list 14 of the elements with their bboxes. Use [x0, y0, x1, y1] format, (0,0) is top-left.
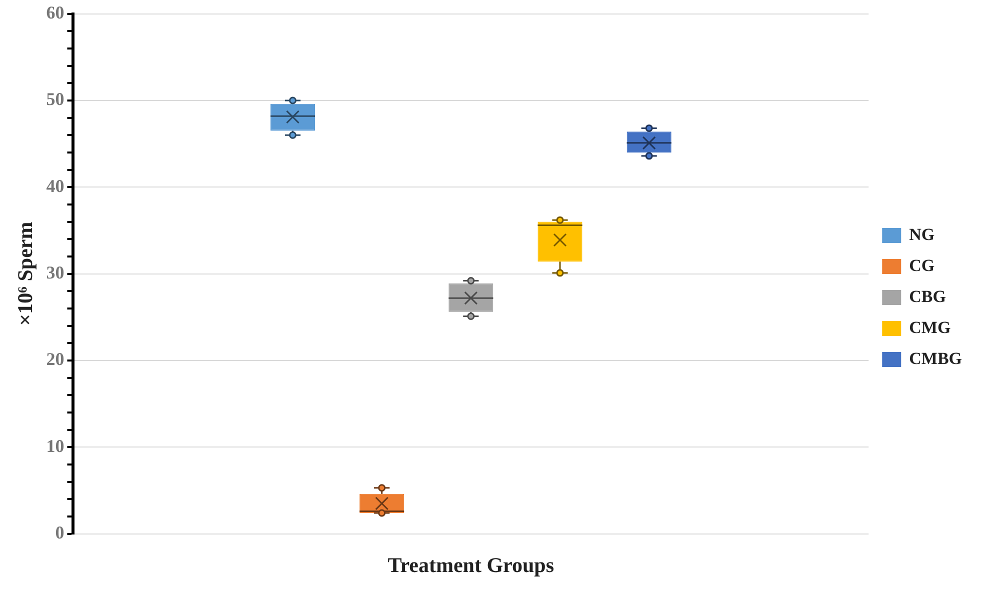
y-tick-label: 40	[46, 176, 64, 196]
y-tick-label: 30	[46, 262, 64, 282]
y-tick-label: 20	[46, 349, 64, 370]
y-tick-label: 10	[46, 436, 64, 456]
legend-label: CMG	[909, 318, 951, 337]
y-tick-label: 50	[46, 89, 64, 110]
legend-label: CBG	[909, 286, 946, 306]
y-tick-label: 60	[46, 2, 64, 22]
x-axis-title: Treatment Groups	[388, 552, 554, 577]
y-axis-title: ×10⁶ Sperm	[13, 221, 38, 326]
legend-label: CG	[909, 256, 935, 275]
y-tick-label: 0	[55, 522, 64, 542]
legend-label: NG	[909, 224, 935, 244]
legend-label: CMBG	[909, 348, 962, 368]
